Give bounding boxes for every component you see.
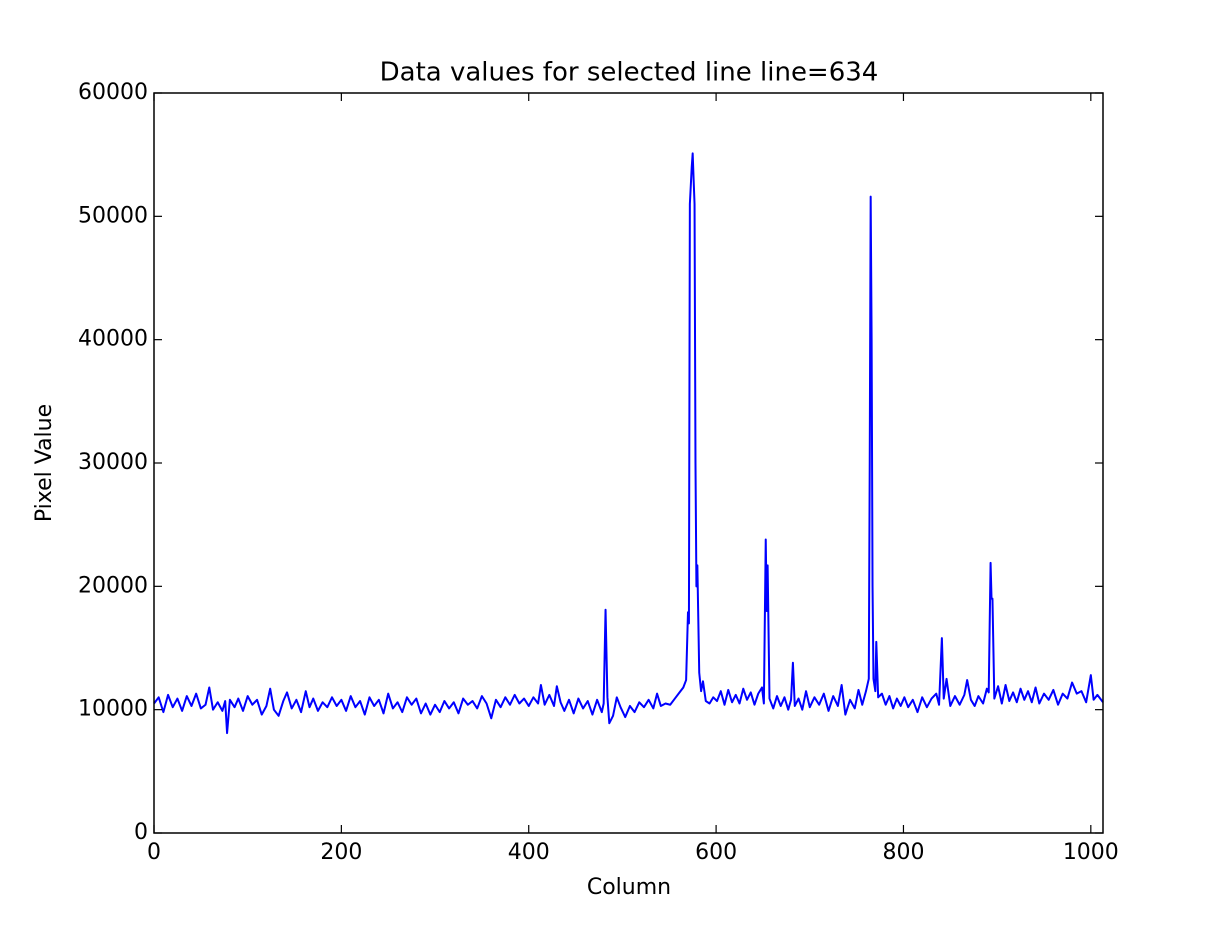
y-axis-label: Pixel Value: [32, 404, 57, 522]
x-tick-label: 1000: [1063, 840, 1119, 865]
y-tick-label: 30000: [78, 450, 148, 475]
data-line: [153, 152, 1104, 735]
x-tick-label: 0: [147, 840, 161, 865]
y-tick-label: 50000: [78, 203, 148, 228]
x-tick-label: 600: [695, 840, 737, 865]
x-tick-label: 400: [508, 840, 550, 865]
y-tick-label: 10000: [78, 697, 148, 722]
y-tick-label: 0: [134, 820, 148, 845]
y-tick-label: 20000: [78, 573, 148, 598]
x-tick-label: 200: [320, 840, 362, 865]
x-axis-label: Column: [587, 875, 671, 900]
y-tick-label: 40000: [78, 327, 148, 352]
x-tick-label: 800: [882, 840, 924, 865]
y-tick-label: 60000: [78, 80, 148, 105]
chart-title: Data values for selected line line=634: [380, 58, 879, 88]
